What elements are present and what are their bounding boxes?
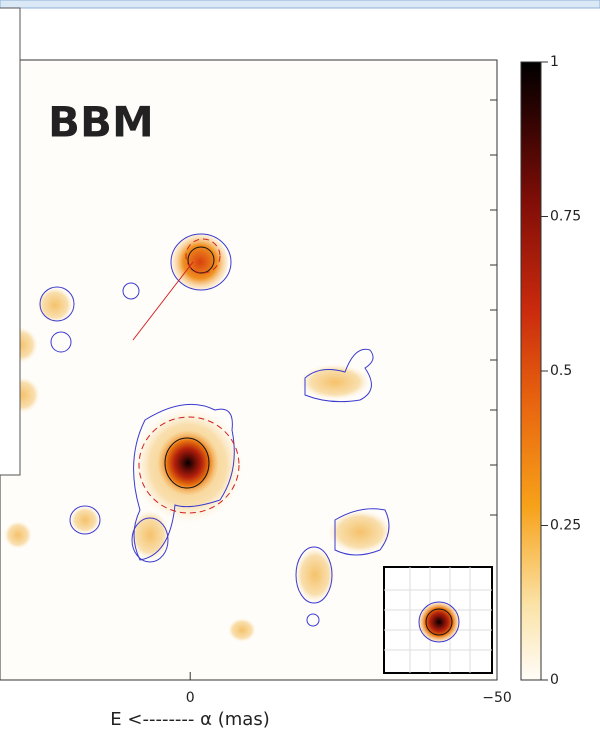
x-axis-label: E <-------- α (mas)	[110, 709, 269, 730]
overlay-panel	[0, 8, 20, 475]
annotation: BBM	[48, 98, 154, 147]
colorbar	[521, 62, 541, 680]
window-strip	[0, 0, 600, 8]
x-tick-label: −50	[482, 690, 512, 706]
colorbar-tick-label: 1	[550, 54, 559, 70]
colorbar-tick-label: 0.75	[550, 209, 581, 225]
psf-inset	[384, 567, 492, 673]
colorbar-tick-label: 0.5	[550, 363, 572, 379]
colorbar-tick-label: 0.25	[550, 518, 581, 534]
chart: BBM E <-------- α (mas) 0 −50 0 0.25 0.5 0.75…	[0, 0, 600, 730]
x-tick-label: 0	[186, 690, 195, 706]
colorbar-tick-label: 0	[550, 672, 559, 688]
